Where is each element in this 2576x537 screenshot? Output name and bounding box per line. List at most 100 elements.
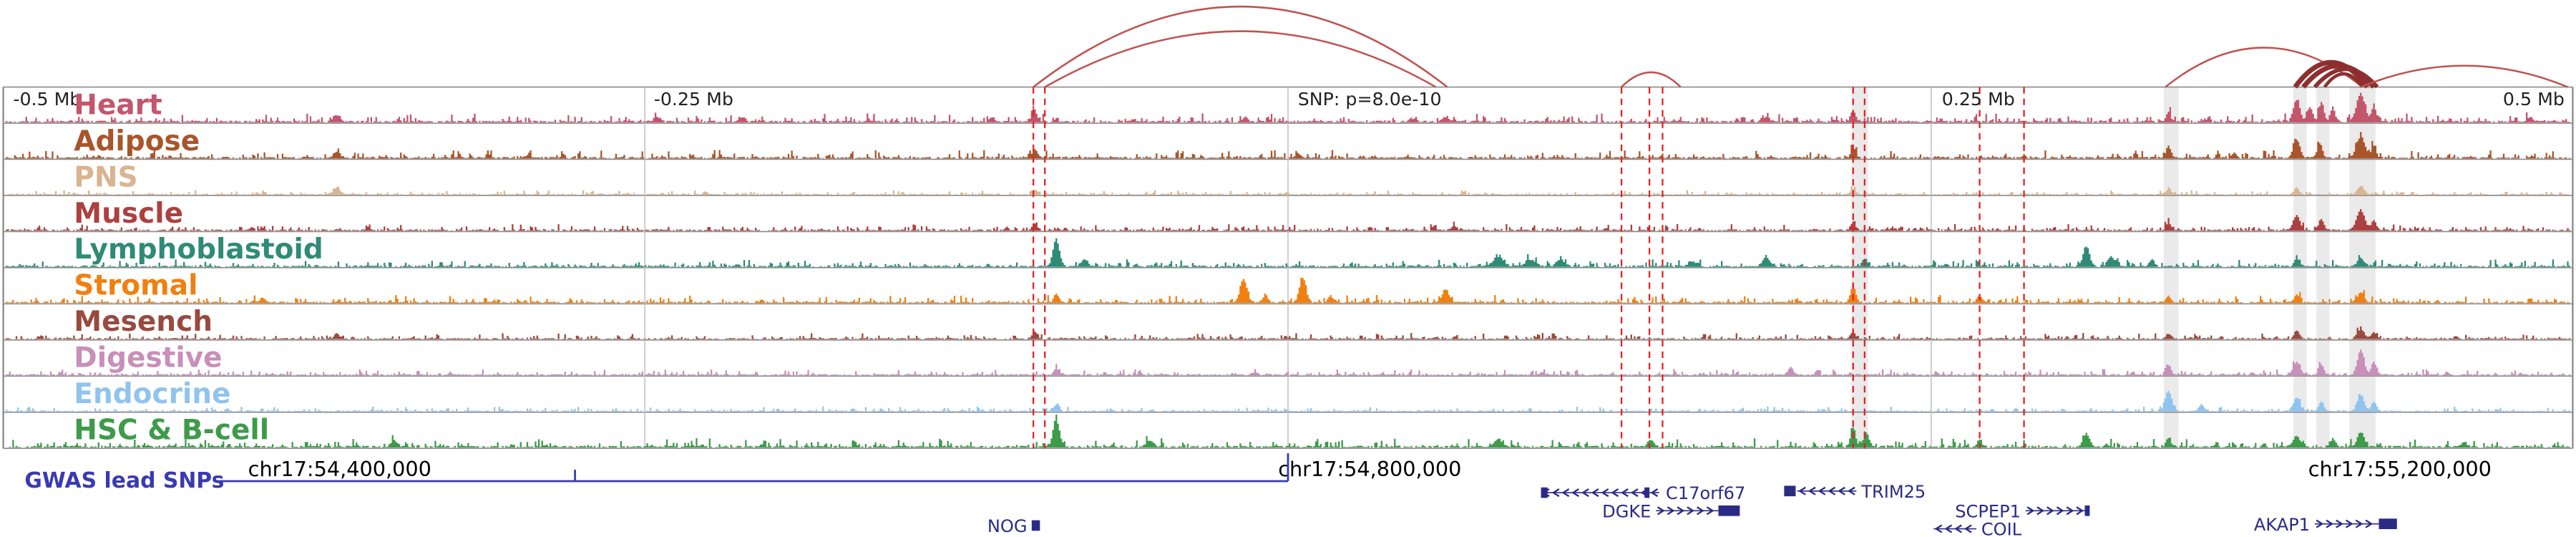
coord-label-54800000: chr17:54,800,000 bbox=[1278, 457, 1461, 481]
gene-strand-arrow bbox=[1601, 488, 1609, 498]
gene-label-nog: NOG bbox=[987, 516, 1028, 536]
track-label-adipose: Adipose bbox=[74, 125, 200, 158]
track-signal-lymphoblastoid bbox=[6, 238, 2570, 267]
gene-strand-arrow bbox=[1551, 488, 1560, 498]
track-signals bbox=[6, 92, 2570, 448]
gene-strand-arrow bbox=[2046, 506, 2054, 516]
interaction-arc bbox=[2323, 72, 2364, 88]
gene-label-coil: COIL bbox=[1981, 520, 2022, 537]
gene-strand-arrow bbox=[1571, 488, 1579, 498]
gene-strand-arrow bbox=[1591, 488, 1599, 498]
track-signal-muscle bbox=[6, 208, 2570, 231]
track-label-heart: Heart bbox=[74, 89, 162, 121]
axis-label-minus-0-5mb: -0.5 Mb bbox=[13, 89, 81, 110]
gene-label-c17orf67: C17orf67 bbox=[1666, 483, 1745, 503]
gene-label-akap1: AKAP1 bbox=[2254, 515, 2310, 535]
gwas-lead-snps-label: GWAS lead SNPs bbox=[24, 468, 224, 493]
gene-strand-arrow bbox=[2056, 506, 2064, 516]
coord-label-54400000: chr17:54,400,000 bbox=[248, 457, 431, 481]
track-signal-mesench bbox=[6, 326, 2570, 339]
track-label-pns: PNS bbox=[74, 161, 137, 193]
snp-pvalue-label: SNP: p=8.0e-10 bbox=[1298, 89, 1442, 110]
gwas-lines bbox=[218, 453, 1289, 483]
track-label-mesench: Mesench bbox=[74, 306, 213, 338]
gene-strand-arrow bbox=[1650, 488, 1659, 498]
gene-exon-box bbox=[1541, 487, 1548, 498]
interaction-arc bbox=[1621, 71, 1682, 88]
interaction-arcs bbox=[1033, 6, 2569, 89]
track-signal-digestive bbox=[6, 349, 2570, 376]
gene-strand-arrow bbox=[2365, 519, 2373, 528]
interaction-arc bbox=[2360, 64, 2569, 88]
track-labels: Heart Adipose PNS Muscle Lymphoblastoid … bbox=[74, 89, 323, 446]
gene-strand-arrow bbox=[2345, 519, 2353, 528]
track-label-hsc-b-cell: HSC & B-cell bbox=[74, 415, 269, 447]
track-label-muscle: Muscle bbox=[74, 198, 183, 230]
interaction-arc bbox=[1044, 30, 1437, 88]
axis-top-labels: -0.5 Mb -0.25 Mb SNP: p=8.0e-10 0.25 Mb … bbox=[13, 89, 2565, 110]
coord-label-55200000: chr17:55,200,000 bbox=[2308, 457, 2492, 481]
track-label-stromal: Stromal bbox=[74, 270, 197, 302]
axis-label-plus-0-25mb: 0.25 Mb bbox=[1942, 89, 2015, 110]
gene-strand-arrow bbox=[1630, 488, 1639, 498]
track-signal-heart bbox=[6, 92, 2570, 122]
gene-strand-arrow bbox=[2076, 506, 2084, 516]
track-signal-hsc-b-cell bbox=[9, 415, 2570, 448]
gene-strand-arrow bbox=[1657, 506, 1665, 516]
gene-exon-box bbox=[2379, 518, 2397, 529]
gene-strand-arrow bbox=[1561, 488, 1570, 498]
gene-strand-arrow bbox=[2355, 519, 2363, 528]
gene-label-trim25: TRIM25 bbox=[1860, 482, 1926, 502]
gene-strand-arrow bbox=[1621, 488, 1629, 498]
interaction-arc bbox=[2313, 67, 2379, 89]
gene-strand-arrow bbox=[2036, 506, 2045, 516]
gene-strand-arrow bbox=[1847, 486, 1855, 495]
gene-label-dgke: DGKE bbox=[1602, 501, 1651, 521]
track-signal-stromal bbox=[6, 278, 2570, 304]
gene-strand-arrow bbox=[1934, 524, 1943, 533]
gene-strand-arrow bbox=[1818, 486, 1826, 495]
gene-strand-arrow bbox=[1687, 506, 1695, 516]
gene-labels: NOG C17orf67 DGKE TRIM25 SCPEP1 COIL AKA… bbox=[987, 482, 2310, 537]
gridlines bbox=[2, 86, 2574, 449]
gene-strand-arrow bbox=[1828, 486, 1836, 495]
track-signal-pns bbox=[7, 185, 2569, 195]
coordinate-labels: chr17:54,400,000 chr17:54,800,000 chr17:… bbox=[248, 457, 2492, 481]
gene-strand-arrow bbox=[1706, 506, 1714, 516]
gene-strand-arrow bbox=[1581, 488, 1589, 498]
gene-strand-arrow bbox=[1838, 486, 1845, 495]
gene-strand-arrow bbox=[1677, 506, 1685, 516]
gene-exon-box bbox=[1718, 505, 1740, 516]
gene-label-scpep1: SCPEP1 bbox=[1955, 501, 2021, 521]
gene-strand-arrow bbox=[2316, 519, 2324, 528]
interaction-arc bbox=[2293, 59, 2370, 89]
axis-label-plus-0-5mb: 0.5 Mb bbox=[2503, 89, 2565, 110]
gene-models bbox=[1031, 485, 2397, 533]
gene-strand-arrow bbox=[1611, 488, 1619, 498]
gene-strand-arrow bbox=[1667, 506, 1675, 516]
gene-strand-arrow bbox=[1798, 486, 1806, 495]
gene-strand-arrow bbox=[2026, 506, 2035, 516]
gwas-lead-snps: GWAS lead SNPs bbox=[24, 453, 1289, 493]
gene-exon-box bbox=[1784, 485, 1796, 497]
track-label-endocrine: Endocrine bbox=[74, 378, 230, 410]
gene-strand-arrow bbox=[1807, 486, 1816, 495]
gene-strand-arrow bbox=[2326, 519, 2334, 528]
gene-exon-box bbox=[1644, 487, 1650, 498]
gene-strand-arrow bbox=[2336, 519, 2343, 528]
interaction-arc bbox=[1033, 6, 1448, 88]
track-label-digestive: Digestive bbox=[74, 342, 222, 374]
axis-label-minus-0-25mb: -0.25 Mb bbox=[654, 89, 733, 110]
track-label-lymphoblastoid: Lymphoblastoid bbox=[74, 233, 323, 266]
track-signal-adipose bbox=[6, 132, 2570, 159]
gene-strand-arrow bbox=[1697, 506, 1704, 516]
gene-exon-box bbox=[1031, 520, 1040, 531]
gene-exon-box bbox=[2084, 505, 2090, 516]
gene-strand-arrow bbox=[1944, 524, 1953, 533]
gene-strand-arrow bbox=[2066, 506, 2074, 516]
gene-strand-arrow bbox=[1963, 524, 1972, 533]
snp-lines bbox=[1032, 87, 2025, 449]
gene-strand-arrow bbox=[1954, 524, 1962, 533]
